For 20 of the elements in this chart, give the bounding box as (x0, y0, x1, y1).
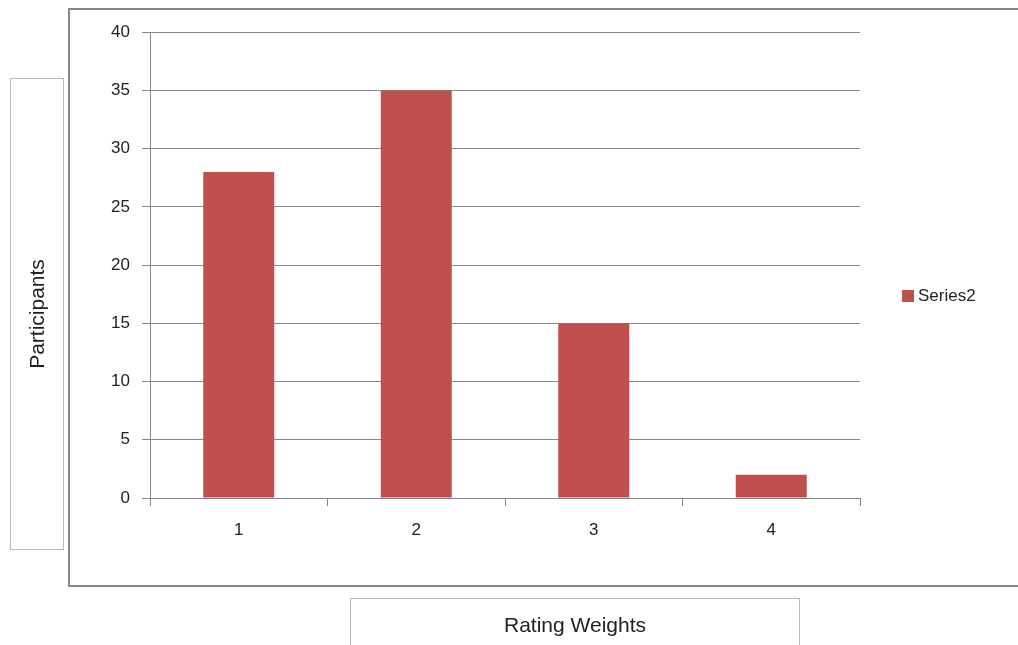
y-tick-label: 5 (120, 429, 130, 449)
y-tick-label: 20 (111, 254, 130, 274)
legend-label: Series2 (918, 286, 976, 306)
x-tick-label: 2 (411, 519, 421, 539)
bar (735, 474, 807, 498)
y-tick-label: 25 (111, 196, 130, 216)
x-tick-label: 1 (234, 519, 244, 539)
x-tick-label: 4 (766, 519, 776, 539)
bar (380, 90, 452, 498)
y-tick-label: 35 (111, 80, 130, 100)
bar (203, 171, 275, 498)
y-tick-label: 10 (111, 371, 130, 391)
y-tick-label: 0 (120, 487, 130, 507)
y-tick-label: 15 (111, 313, 130, 333)
x-axis-title: Rating Weights (350, 598, 800, 645)
x-tick-label: 3 (589, 519, 599, 539)
y-tick-label: 30 (111, 138, 130, 158)
y-tick-label: 40 (111, 21, 130, 41)
y-axis-title: Participants (25, 259, 49, 369)
bar (558, 323, 630, 498)
